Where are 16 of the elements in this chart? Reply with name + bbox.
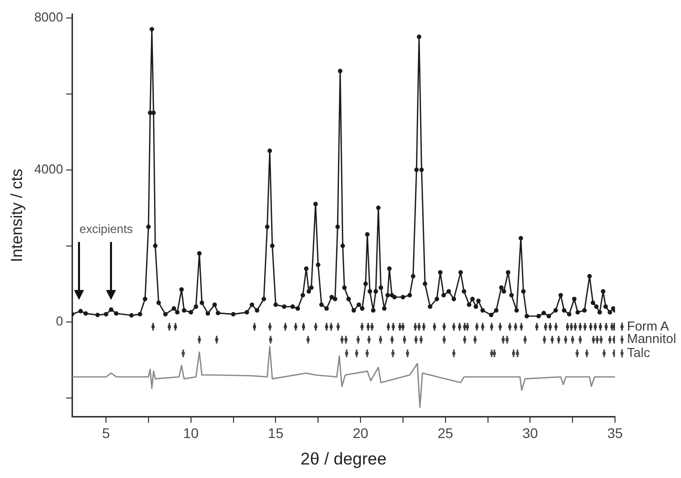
x-tick-label: 20	[352, 425, 369, 442]
x-tick-label: 35	[607, 425, 623, 442]
y-axis-title: Intensity / cts	[9, 168, 26, 262]
legend-label: Mannitol	[627, 331, 676, 346]
y-tick-label: 8000	[34, 9, 64, 24]
y-tick-label: 0	[56, 313, 64, 328]
x-tick-label: 5	[102, 425, 110, 442]
x-tick-label: 25	[438, 425, 454, 442]
y-tick-label: 4000	[34, 161, 64, 176]
x-tick-label: 15	[268, 425, 284, 442]
x-axis-title: 2θ / degree	[300, 449, 387, 468]
annotation: excipients	[79, 222, 133, 236]
x-tick-label: 10	[183, 425, 199, 442]
legend-label: Form A	[627, 318, 670, 334]
legend-label: Talc	[627, 344, 651, 360]
x-tick-label: 30	[522, 425, 538, 442]
